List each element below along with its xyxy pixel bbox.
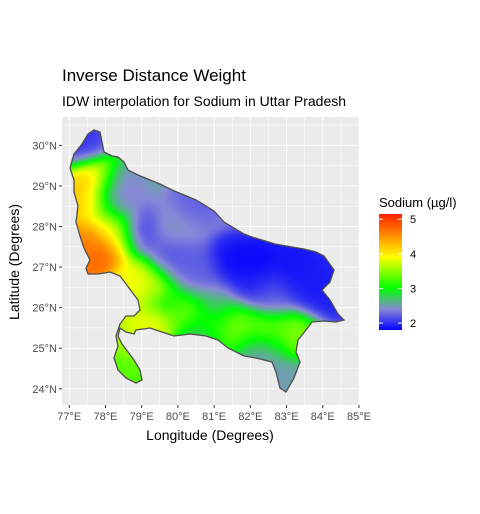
x-tick-label: 81°E <box>202 411 226 423</box>
y-tick-label: 28°N <box>32 222 57 234</box>
y-tick-label: 24°N <box>32 384 57 396</box>
x-axis-title: Longitude (Degrees) <box>146 427 274 443</box>
y-axis-ticks: 24°N 25°N 26°N 27°N 28°N 29°N 30°N <box>32 140 62 396</box>
legend-colorbar <box>379 214 402 330</box>
x-tick-label: 85°E <box>347 411 371 423</box>
y-tick-label: 26°N <box>32 303 57 315</box>
y-axis-title: Latitude (Degrees) <box>6 204 22 320</box>
x-tick-label: 77°E <box>57 411 81 423</box>
legend-tick-label: 5 <box>410 214 416 226</box>
x-axis-ticks: 77°E 78°E 79°E 80°E 81°E 82°E 83°E 84°E 85°E <box>57 405 371 423</box>
state-boundary <box>69 129 346 393</box>
y-tick-label: 27°N <box>32 262 57 274</box>
x-tick-label: 79°E <box>130 411 154 423</box>
chart-title: Inverse Distance Weight <box>62 66 246 85</box>
legend-tick-label: 2 <box>410 318 416 330</box>
y-tick-label: 29°N <box>32 181 57 193</box>
y-tick-label: 30°N <box>32 140 57 152</box>
x-tick-label: 78°E <box>93 411 117 423</box>
legend-tick-label: 3 <box>410 283 416 295</box>
y-tick-label: 25°N <box>32 343 57 355</box>
legend-ticks: 5 4 3 2 <box>379 214 416 330</box>
x-tick-label: 84°E <box>311 411 335 423</box>
legend-tick-label: 4 <box>410 249 416 261</box>
x-tick-label: 83°E <box>275 411 299 423</box>
chart-subtitle: IDW interpolation for Sodium in Uttar Pr… <box>62 93 347 109</box>
legend-title: Sodium (µg/l) <box>379 195 457 210</box>
x-tick-label: 82°E <box>238 411 262 423</box>
x-tick-label: 80°E <box>166 411 190 423</box>
